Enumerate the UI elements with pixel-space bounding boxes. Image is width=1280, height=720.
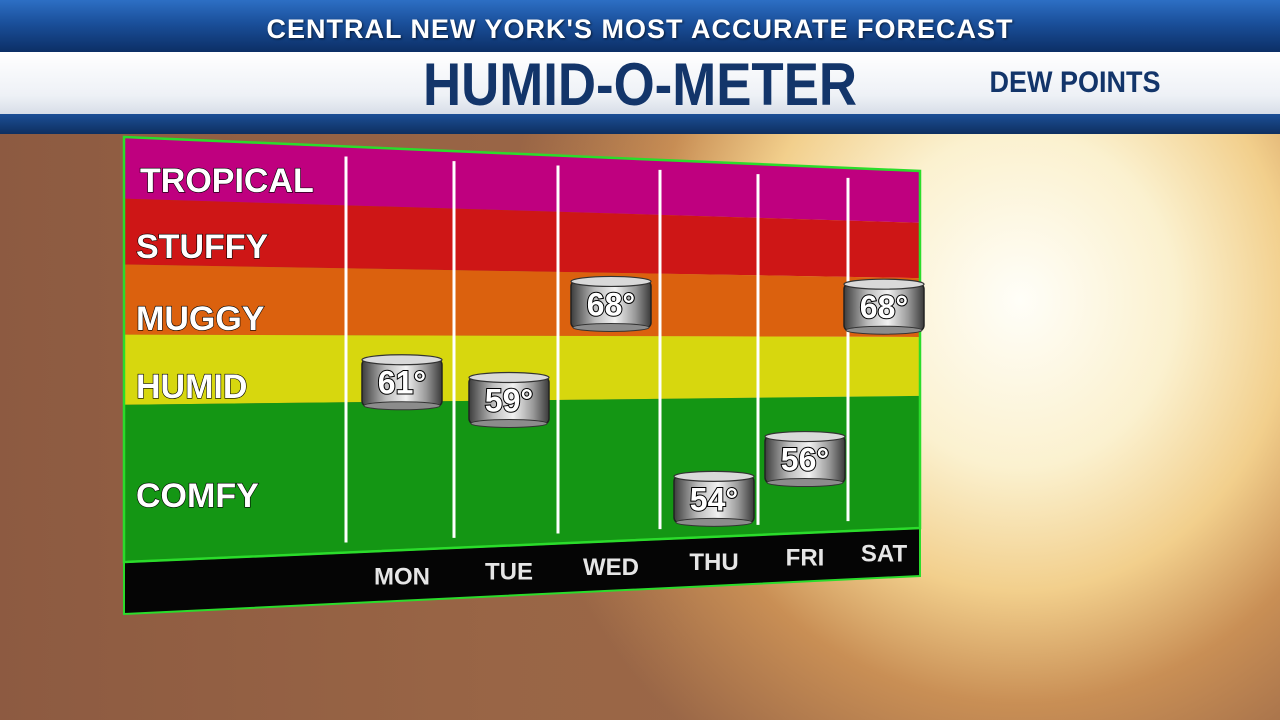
marker-lid — [361, 354, 443, 366]
band-label-comfy: COMFY — [136, 477, 259, 515]
dewpoint-marker-wed: 68° — [570, 275, 652, 332]
dewpoint-value-sat: 68° — [860, 289, 908, 325]
marker-lid — [673, 470, 755, 482]
marker-lid — [468, 371, 550, 384]
marker-lid — [843, 278, 925, 290]
dewpoint-value-tue: 59° — [485, 382, 533, 418]
title-bar — [0, 52, 1280, 114]
banner-bar: CENTRAL NEW YORK'S MOST ACCURATE FORECAS… — [0, 0, 1280, 52]
title-underline-bar — [0, 114, 1280, 134]
band-humid — [124, 334, 920, 405]
day-label-mon: MON — [374, 564, 430, 591]
band-label-humid: HUMID — [136, 368, 247, 406]
marker-base — [845, 325, 923, 335]
dewpoint-marker-sat: 68° — [843, 278, 925, 335]
dewpoint-marker-tue: 59° — [468, 371, 550, 428]
band-label-tropical: TROPICAL — [140, 162, 314, 200]
marker-base — [766, 478, 844, 488]
page-title: HUMID-O-METER — [422, 51, 858, 118]
marker-lid — [570, 275, 652, 288]
dewpoint-value-thu: 54° — [690, 481, 738, 517]
dewpoint-value-fri: 56° — [781, 442, 829, 478]
day-label-wed: WED — [583, 554, 639, 581]
plot-border — [122, 135, 922, 564]
day-label-sat: SAT — [861, 541, 908, 568]
marker-lid — [764, 430, 846, 443]
day-label-fri: FRI — [786, 544, 825, 571]
dewpoint-marker-fri: 56° — [764, 430, 846, 488]
dewpoint-marker-thu: 54° — [673, 470, 755, 527]
day-label-thu: THU — [689, 549, 738, 576]
band-label-muggy: MUGGY — [136, 300, 265, 338]
band-tropical — [124, 137, 920, 223]
plot-shading — [124, 137, 920, 562]
subtitle: DEW POINTS — [989, 66, 1161, 99]
band-label-stuffy: STUFFY — [136, 228, 269, 266]
band-muggy — [124, 264, 920, 338]
marker-base — [572, 322, 650, 332]
banner-text: CENTRAL NEW YORK'S MOST ACCURATE FORECAS… — [266, 14, 1014, 44]
marker-base — [675, 517, 753, 527]
dewpoint-value-wed: 68° — [587, 286, 635, 322]
dewpoint-value-mon: 61° — [378, 365, 426, 401]
dewpoint-marker-mon: 61° — [361, 354, 443, 411]
marker-base — [363, 401, 441, 411]
marker-base — [470, 418, 548, 428]
band-stuffy — [124, 198, 920, 279]
day-label-tue: TUE — [485, 559, 533, 586]
